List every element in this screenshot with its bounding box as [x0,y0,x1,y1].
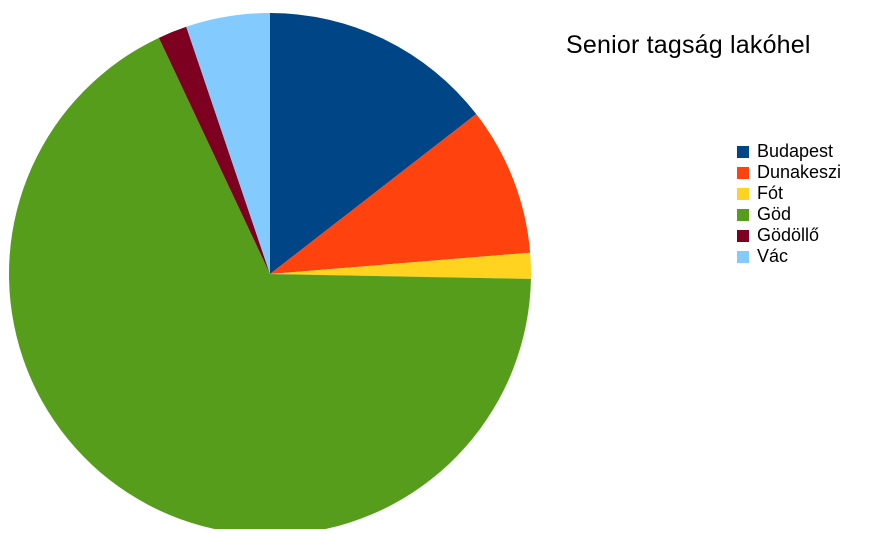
legend-swatch [737,166,749,179]
legend-item-godollo: Gödöllő [737,225,841,246]
legend-swatch [737,187,749,200]
chart-title: Senior tagság lakóhel [566,31,811,59]
chart-legend: Budapest Dunakeszi Fót Göd Gödöllő Vác [737,141,841,267]
pie-slice-dunakeszi [270,114,531,274]
legend-item-fot: Fót [737,183,841,204]
legend-swatch [737,229,749,242]
legend-label: Göd [757,204,792,224]
legend-label: Gödöllő [757,225,820,245]
pie-slice-godollo [158,26,270,275]
legend-swatch [737,250,749,263]
legend-item-budapest: Budapest [737,141,841,162]
legend-swatch [737,145,749,158]
legend-label: Vác [757,246,789,266]
pie-slice-fot [270,252,531,279]
legend-label: Dunakeszi [757,162,842,182]
pie-slice-budapest [270,13,477,274]
legend-item-vac: Vác [737,246,841,267]
legend-label: Budapest [757,141,834,161]
legend-item-god: Göd [737,204,841,225]
legend-item-dunakeszi: Dunakeszi [737,162,841,183]
pie-slice-vac [186,13,270,274]
legend-swatch [737,208,749,221]
pie-slice-god [8,37,531,534]
legend-label: Fót [757,183,784,203]
